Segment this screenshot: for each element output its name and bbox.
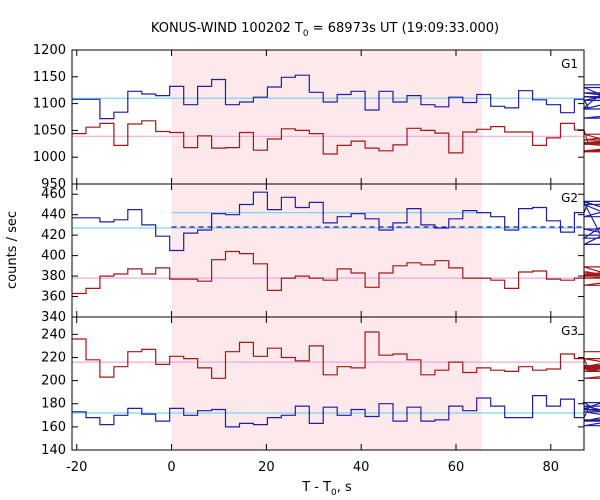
x-ticks: -20 0 20 40 60 80 <box>66 460 559 475</box>
series-blue <box>72 74 600 120</box>
panels: 950 1000 1050 1100 1150 1200 G1 340 360 380 400 420… <box>33 43 600 458</box>
series-blue <box>72 395 600 428</box>
y-tick-label: 440 <box>41 208 66 223</box>
y-tick-label: 180 <box>41 397 66 412</box>
panel-label: G2 <box>561 191 578 205</box>
series-red <box>72 120 600 155</box>
y-tick-label: 1150 <box>33 70 66 85</box>
y-tick-label: 1050 <box>33 123 66 138</box>
y-tick-label: 360 <box>41 290 66 305</box>
y-tick-label: 140 <box>41 443 66 458</box>
x-axis-label: T - T0, s <box>301 480 352 498</box>
panel-label: G1 <box>561 57 578 71</box>
y-tick-label: 200 <box>41 374 66 389</box>
y-tick-label: 1200 <box>33 43 66 58</box>
x-tick-label: 20 <box>258 460 275 475</box>
y-tick-label: 220 <box>41 350 66 365</box>
y-tick-label: 400 <box>41 249 66 264</box>
series-blue <box>72 191 600 252</box>
x-tick-label: 40 <box>353 460 370 475</box>
panel-frame <box>71 316 585 451</box>
x-tick-label: 0 <box>167 460 175 475</box>
y-tick-label: 1000 <box>33 150 66 165</box>
y-axis-label: counts / sec <box>5 211 20 289</box>
shaded-interval <box>171 50 483 450</box>
y-tick-label: 340 <box>41 310 66 325</box>
panel-g3: 140 160 180 200 220 240 G3 <box>41 316 600 458</box>
y-tick-label: 160 <box>41 420 66 435</box>
x-tick-label: 60 <box>448 460 465 475</box>
series-red <box>72 331 600 379</box>
y-tick-label: 950 <box>41 177 66 192</box>
y-tick-label: 1100 <box>33 97 66 112</box>
y-tick-label: 380 <box>41 269 66 284</box>
y-tick-label: 460 <box>41 187 66 202</box>
y-tick-label: 420 <box>41 228 66 243</box>
panel-label: G3 <box>561 324 578 338</box>
chart-title: KONUS-WIND 100202 T0 = 68973s UT (19:09:… <box>151 21 499 39</box>
series-red <box>72 250 600 295</box>
x-tick-label: -20 <box>66 460 87 475</box>
y-tick-label: 240 <box>41 327 66 342</box>
x-tick-label: 80 <box>543 460 560 475</box>
